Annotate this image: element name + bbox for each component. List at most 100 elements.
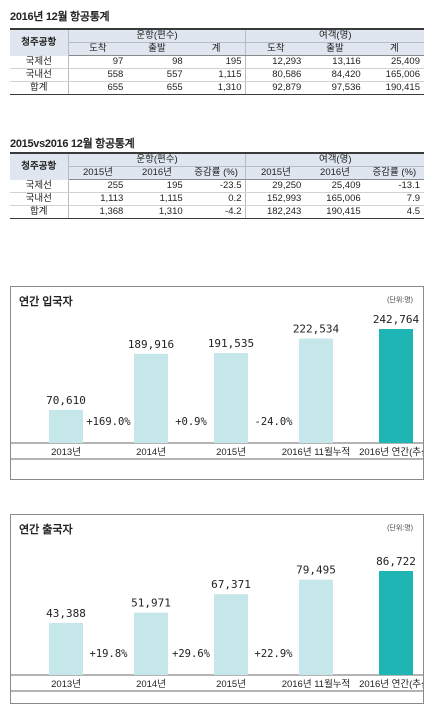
table-cell: 1,115 <box>127 192 187 206</box>
bar <box>299 579 333 675</box>
table-cell: 29,250 <box>245 179 306 193</box>
growth-rate-label: +0.9% <box>175 416 207 428</box>
row-header-airport: 청주공항 <box>10 152 69 180</box>
bar-value-label: 70,610 <box>46 394 86 407</box>
table-cell: 1,368 <box>68 205 128 219</box>
bar <box>299 338 333 443</box>
group-header-flights: 운항(편수) <box>68 28 246 43</box>
group-header-passengers: 여객(명) <box>245 152 424 167</box>
table-cell: 1,115 <box>186 68 246 82</box>
group-header-passengers: 여객(명) <box>245 28 424 43</box>
column-header: 계 <box>186 42 246 56</box>
category-label: 2015년 <box>216 447 246 458</box>
arrivals-bar-chart: 70,610 2013년 189,916 2014년 191,535 2015년 222,5… <box>11 313 423 460</box>
bar <box>134 612 168 675</box>
bar <box>134 353 168 443</box>
category-label: 2014년 <box>136 679 166 690</box>
table-cell: 165,006 <box>305 192 365 206</box>
bar-value-label: 189,916 <box>128 338 174 351</box>
table-row: 합계 655 655 1,310 92,879 97,536 190,415 <box>10 81 424 95</box>
growth-rate-label: +29.6% <box>172 648 211 660</box>
growth-rate-label: +19.8% <box>90 648 129 660</box>
bar-value-label: 67,371 <box>211 578 251 591</box>
row-label: 합계 <box>10 81 69 95</box>
table2-title: 2015vs2016 12월 항공통계 <box>10 138 135 150</box>
column-header: 2016년 <box>127 166 187 180</box>
table-cell: 190,415 <box>305 205 365 219</box>
bar <box>214 353 248 443</box>
bar-value-label: 43,388 <box>46 607 86 620</box>
growth-rate-label: -24.0% <box>255 416 294 428</box>
table-cell: 80,586 <box>245 68 306 82</box>
table-cell: 152,993 <box>245 192 306 206</box>
table-cell: 97,536 <box>305 81 365 95</box>
table-cell: -4.2 <box>186 205 246 219</box>
table-cell: 25,409 <box>305 179 365 193</box>
row-header-airport: 청주공항 <box>10 28 69 56</box>
table-cell: 165,006 <box>364 68 424 82</box>
column-header: 2015년 <box>68 166 128 180</box>
table-cell: 98 <box>127 55 187 69</box>
table-cell: 255 <box>68 179 128 193</box>
column-header: 도착 <box>68 42 128 56</box>
bar-value-label: 79,495 <box>296 564 336 577</box>
table-row: 국제선 97 98 195 12,293 13,116 25,409 <box>10 55 424 69</box>
arrivals-chart-unit: (단위:명) <box>387 297 413 304</box>
bar <box>49 409 83 443</box>
column-header: 출발 <box>305 42 365 56</box>
category-label: 2016년 연간(추산) <box>359 679 423 690</box>
column-header: 2015년 <box>245 166 306 180</box>
table-cell: 4.5 <box>364 205 424 219</box>
departures-chart-title: 연간 출국자 <box>19 524 73 536</box>
category-label: 2014년 <box>136 447 166 458</box>
category-label: 2013년 <box>51 679 81 690</box>
table-cell: -23.5 <box>186 179 246 193</box>
row-label: 합계 <box>10 205 69 219</box>
table-cell: 557 <box>127 68 187 82</box>
table1-title: 2016년 12월 항공통계 <box>10 11 110 23</box>
bar <box>379 571 413 675</box>
table-row: 합계 1,368 1,310 -4.2 182,243 190,415 4.5 <box>10 205 424 219</box>
table-cell: 25,409 <box>364 55 424 69</box>
bar-value-label: 222,534 <box>293 322 340 335</box>
table-cell: 190,415 <box>364 81 424 95</box>
bar-value-label: 51,971 <box>131 597 171 610</box>
row-label: 국내선 <box>10 192 69 206</box>
table-cell: 655 <box>127 81 187 95</box>
table-cell: 1,310 <box>186 81 246 95</box>
group-header-flights: 운항(편수) <box>68 152 246 167</box>
column-header: 출발 <box>127 42 187 56</box>
table-cell: 7.9 <box>364 192 424 206</box>
table-row: 국내선 558 557 1,115 80,586 84,420 165,006 <box>10 68 424 82</box>
category-label: 2016년 연간(추산) <box>359 447 423 458</box>
row-label: 국제선 <box>10 179 69 193</box>
table-row: 국내선 1,113 1,115 0.2 152,993 165,006 7.9 <box>10 192 424 206</box>
table-cell: 182,243 <box>245 205 306 219</box>
table-cell: 97 <box>68 55 128 69</box>
table-cell: 655 <box>68 81 128 95</box>
table-cell: 558 <box>68 68 128 82</box>
table-cell: -13.1 <box>364 179 424 193</box>
stats-table-2016-12: 청주공항 운항(편수) 여객(명) 도착 출발 계 도착 출발 계 국제선 97… <box>10 28 424 95</box>
row-label: 국제선 <box>10 55 69 69</box>
category-label: 2015년 <box>216 679 246 690</box>
category-label: 2016년 11월누적 <box>282 446 351 458</box>
category-label: 2013년 <box>51 447 81 458</box>
table-cell: 1,113 <box>68 192 128 206</box>
column-header: 증감률 (%) <box>364 166 424 180</box>
column-header: 2016년 <box>305 166 365 180</box>
table-cell: 195 <box>186 55 246 69</box>
bar-value-label: 242,764 <box>373 313 420 326</box>
departures-chart-panel: 연간 출국자 (단위:명) 43,388 2013년 51,971 2014년 67,3… <box>10 514 424 704</box>
column-header: 도착 <box>245 42 306 56</box>
column-header: 증감률 (%) <box>186 166 246 180</box>
table-cell: 12,293 <box>245 55 306 69</box>
stats-table-2015-vs-2016: 청주공항 운항(편수) 여객(명) 2015년 2016년 증감률 (%) 20… <box>10 152 424 219</box>
category-label: 2016년 11월누적 <box>282 678 351 690</box>
table-cell: 0.2 <box>186 192 246 206</box>
table-cell: 13,116 <box>305 55 365 69</box>
arrivals-chart-panel: 연간 입국자 (단위:명) 70,610 2013년 189,916 2014년 191… <box>10 286 424 480</box>
table-cell: 1,310 <box>127 205 187 219</box>
bar <box>214 594 248 675</box>
table-cell: 84,420 <box>305 68 365 82</box>
